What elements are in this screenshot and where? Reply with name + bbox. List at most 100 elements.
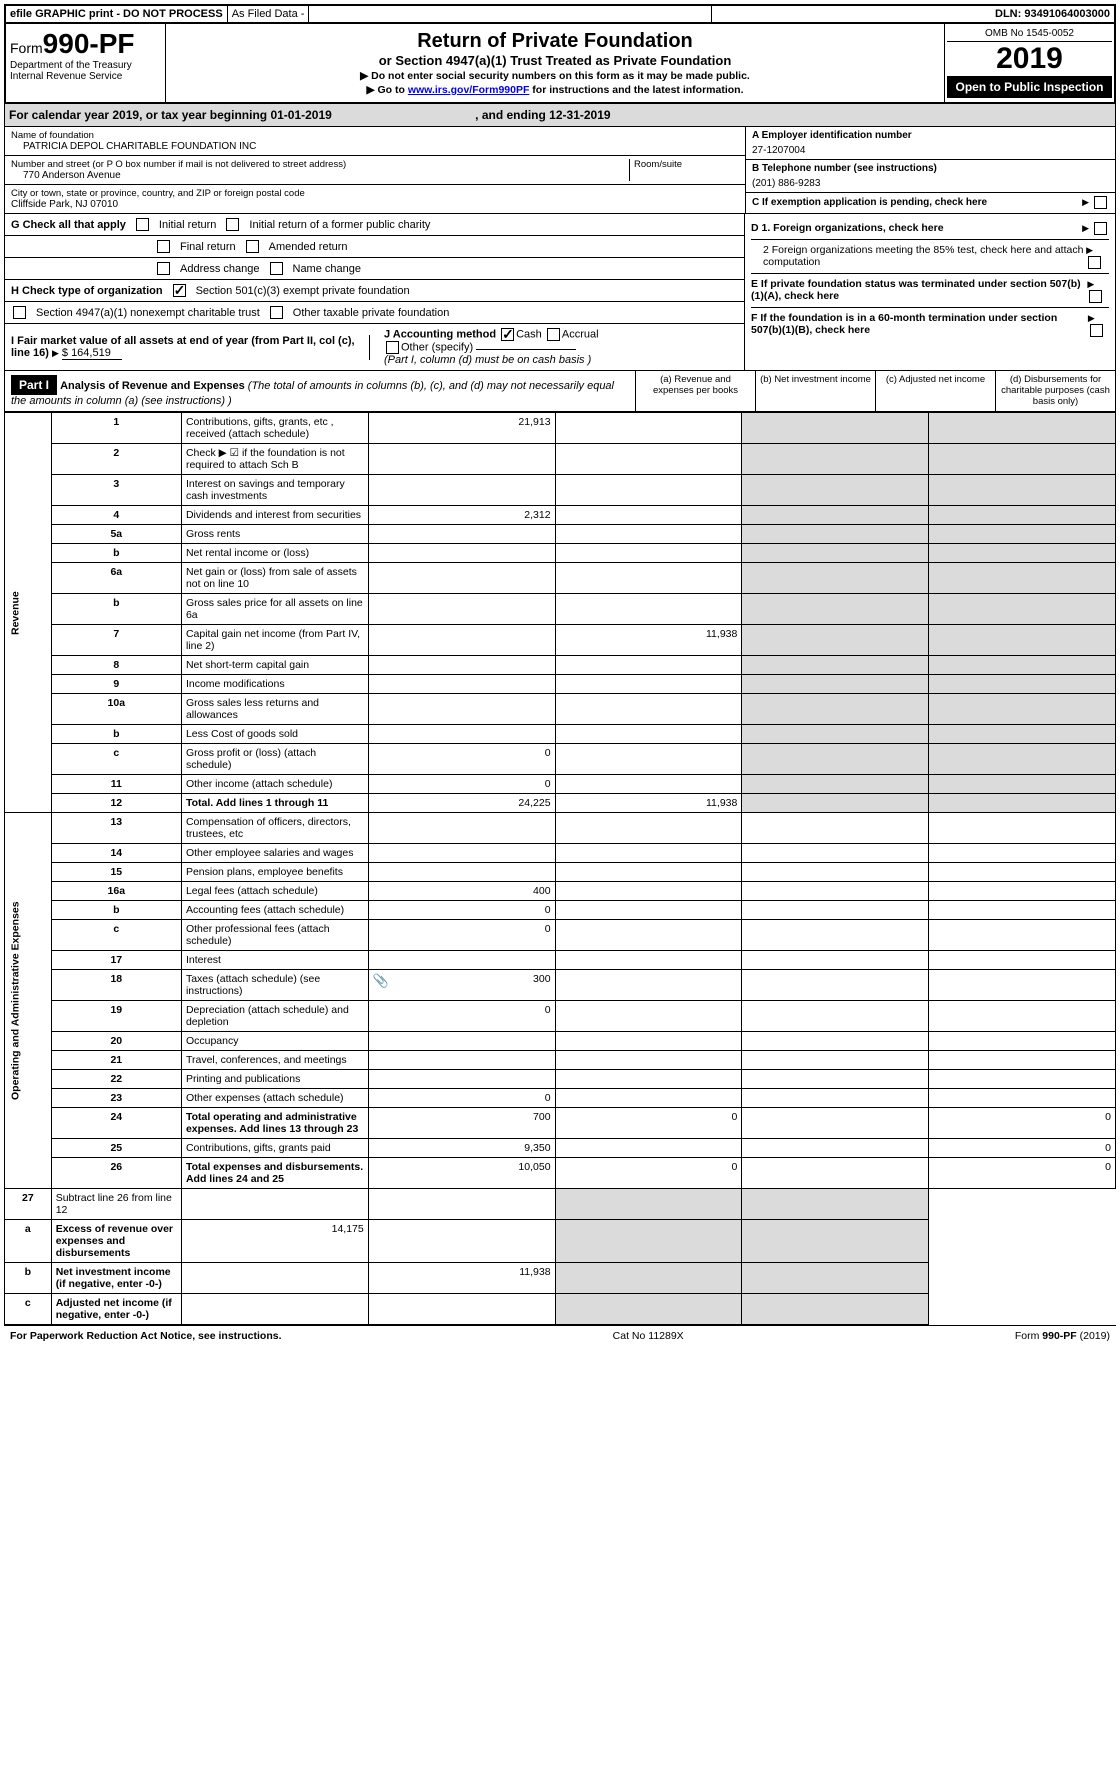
- line-number: 2: [51, 444, 181, 475]
- value-cell: [929, 1032, 1116, 1051]
- value-cell: [368, 844, 555, 863]
- sec4947-cb[interactable]: [13, 306, 26, 319]
- table-row: 8Net short-term capital gain: [5, 656, 1116, 675]
- table-row: 24Total operating and administrative exp…: [5, 1108, 1116, 1139]
- other-method-cb[interactable]: [386, 341, 399, 354]
- value-cell: [368, 1220, 555, 1263]
- col-d: (d) Disbursements for charitable purpose…: [995, 371, 1115, 411]
- line-description: Compensation of officers, directors, tru…: [181, 813, 368, 844]
- goto-link-line: ▶ Go to www.irs.gov/Form990PF for instru…: [172, 84, 938, 96]
- value-cell: [555, 475, 742, 506]
- value-cell: [929, 525, 1116, 544]
- line-number: 1: [51, 413, 181, 444]
- value-cell: [555, 970, 742, 1001]
- other-taxable-cb[interactable]: [270, 306, 283, 319]
- table-row: 18Taxes (attach schedule) (see instructi…: [5, 970, 1116, 1001]
- value-cell: [929, 970, 1116, 1001]
- sec501-cb[interactable]: [173, 284, 186, 297]
- line-description: Contributions, gifts, grants, etc , rece…: [181, 413, 368, 444]
- d1-cb[interactable]: [1094, 222, 1107, 235]
- value-cell: 0: [368, 1089, 555, 1108]
- final-return-cb[interactable]: [157, 240, 170, 253]
- value-cell: [742, 920, 929, 951]
- c-label: C If exemption application is pending, c…: [752, 197, 987, 208]
- part1-title: Analysis of Revenue and Expenses: [60, 380, 245, 392]
- fmv-value: $ 164,519: [62, 347, 122, 360]
- line-description: Interest: [181, 951, 368, 970]
- value-cell: 0: [929, 1158, 1116, 1189]
- line-number: 22: [51, 1070, 181, 1089]
- value-cell: [929, 506, 1116, 525]
- value-cell: [742, 794, 929, 813]
- d2-cb[interactable]: [1088, 256, 1101, 269]
- line-description: Gross sales price for all assets on line…: [181, 594, 368, 625]
- c-checkbox[interactable]: [1094, 196, 1107, 209]
- form-label-box: Form990-PF Department of the Treasury In…: [6, 24, 166, 102]
- value-cell: [742, 594, 929, 625]
- value-cell: [929, 656, 1116, 675]
- line-description: Capital gain net income (from Part IV, l…: [181, 625, 368, 656]
- h-label: H Check type of organization: [11, 285, 163, 297]
- table-row: 20Occupancy: [5, 1032, 1116, 1051]
- value-cell: [368, 475, 555, 506]
- table-row: 26Total expenses and disbursements. Add …: [5, 1158, 1116, 1189]
- name-change-cb[interactable]: [270, 262, 283, 275]
- value-cell: [368, 1294, 555, 1325]
- value-cell: [742, 1139, 929, 1158]
- telephone: (201) 886-9283: [752, 174, 1109, 189]
- value-cell: [181, 1294, 368, 1325]
- footer-left: For Paperwork Reduction Act Notice, see …: [10, 1330, 282, 1342]
- value-cell: [555, 675, 742, 694]
- irs-link[interactable]: www.irs.gov/Form990PF: [408, 84, 530, 96]
- table-row: 2Check ▶ ☑ if the foundation is not requ…: [5, 444, 1116, 475]
- line-description: Check ▶ ☑ if the foundation is not requi…: [181, 444, 368, 475]
- line-number: b: [51, 725, 181, 744]
- address-change-cb[interactable]: [157, 262, 170, 275]
- line-description: Other expenses (attach schedule): [181, 1089, 368, 1108]
- value-cell: [368, 563, 555, 594]
- value-cell: [742, 882, 929, 901]
- value-cell: [368, 625, 555, 656]
- value-cell: [555, 1051, 742, 1070]
- table-row: cAdjusted net income (if negative, enter…: [5, 1294, 1116, 1325]
- cash-cb[interactable]: [501, 328, 514, 341]
- value-cell: [742, 1108, 929, 1139]
- value-cell: [555, 594, 742, 625]
- f-label: F If the foundation is in a 60-month ter…: [751, 312, 1088, 337]
- initial-return-cb[interactable]: [136, 218, 149, 231]
- line-description: Printing and publications: [181, 1070, 368, 1089]
- line-number: b: [51, 901, 181, 920]
- line-number: 21: [51, 1051, 181, 1070]
- initial-former-cb[interactable]: [226, 218, 239, 231]
- attachment-icon[interactable]: 📎: [373, 973, 389, 989]
- ssn-warning: ▶ Do not enter social security numbers o…: [172, 70, 938, 82]
- value-cell: [555, 744, 742, 775]
- value-cell: [742, 1158, 929, 1189]
- amended-cb[interactable]: [246, 240, 259, 253]
- value-cell: [742, 625, 929, 656]
- line-number: 16a: [51, 882, 181, 901]
- value-cell: [555, 694, 742, 725]
- value-cell: [555, 1089, 742, 1108]
- value-cell: [555, 1070, 742, 1089]
- footer-mid: Cat No 11289X: [613, 1330, 684, 1342]
- line-number: 20: [51, 1032, 181, 1051]
- line-description: Gross profit or (loss) (attach schedule): [181, 744, 368, 775]
- line-description: Occupancy: [181, 1032, 368, 1051]
- table-row: 25Contributions, gifts, grants paid9,350…: [5, 1139, 1116, 1158]
- f-cb[interactable]: [1090, 324, 1103, 337]
- value-cell: [929, 594, 1116, 625]
- value-cell: [742, 744, 929, 775]
- table-row: bGross sales price for all assets on lin…: [5, 594, 1116, 625]
- value-cell: [555, 563, 742, 594]
- value-cell: 700: [368, 1108, 555, 1139]
- section-label: Operating and Administrative Expenses: [5, 813, 52, 1189]
- line-number: 15: [51, 863, 181, 882]
- omb-number: OMB No 1545-0052: [947, 26, 1112, 42]
- accrual-cb[interactable]: [547, 328, 560, 341]
- e-cb[interactable]: [1089, 290, 1102, 303]
- table-row: 12Total. Add lines 1 through 1124,22511,…: [5, 794, 1116, 813]
- foundation-address: 770 Anderson Avenue: [11, 170, 629, 181]
- value-cell: 📎300: [368, 970, 555, 1001]
- table-row: 11Other income (attach schedule)0: [5, 775, 1116, 794]
